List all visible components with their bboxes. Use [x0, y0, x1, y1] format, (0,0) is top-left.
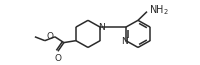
Text: O: O — [47, 32, 54, 41]
Text: NH$_2$: NH$_2$ — [149, 3, 169, 17]
Text: N: N — [122, 37, 128, 46]
Text: O: O — [55, 54, 62, 63]
Text: N: N — [98, 23, 104, 32]
